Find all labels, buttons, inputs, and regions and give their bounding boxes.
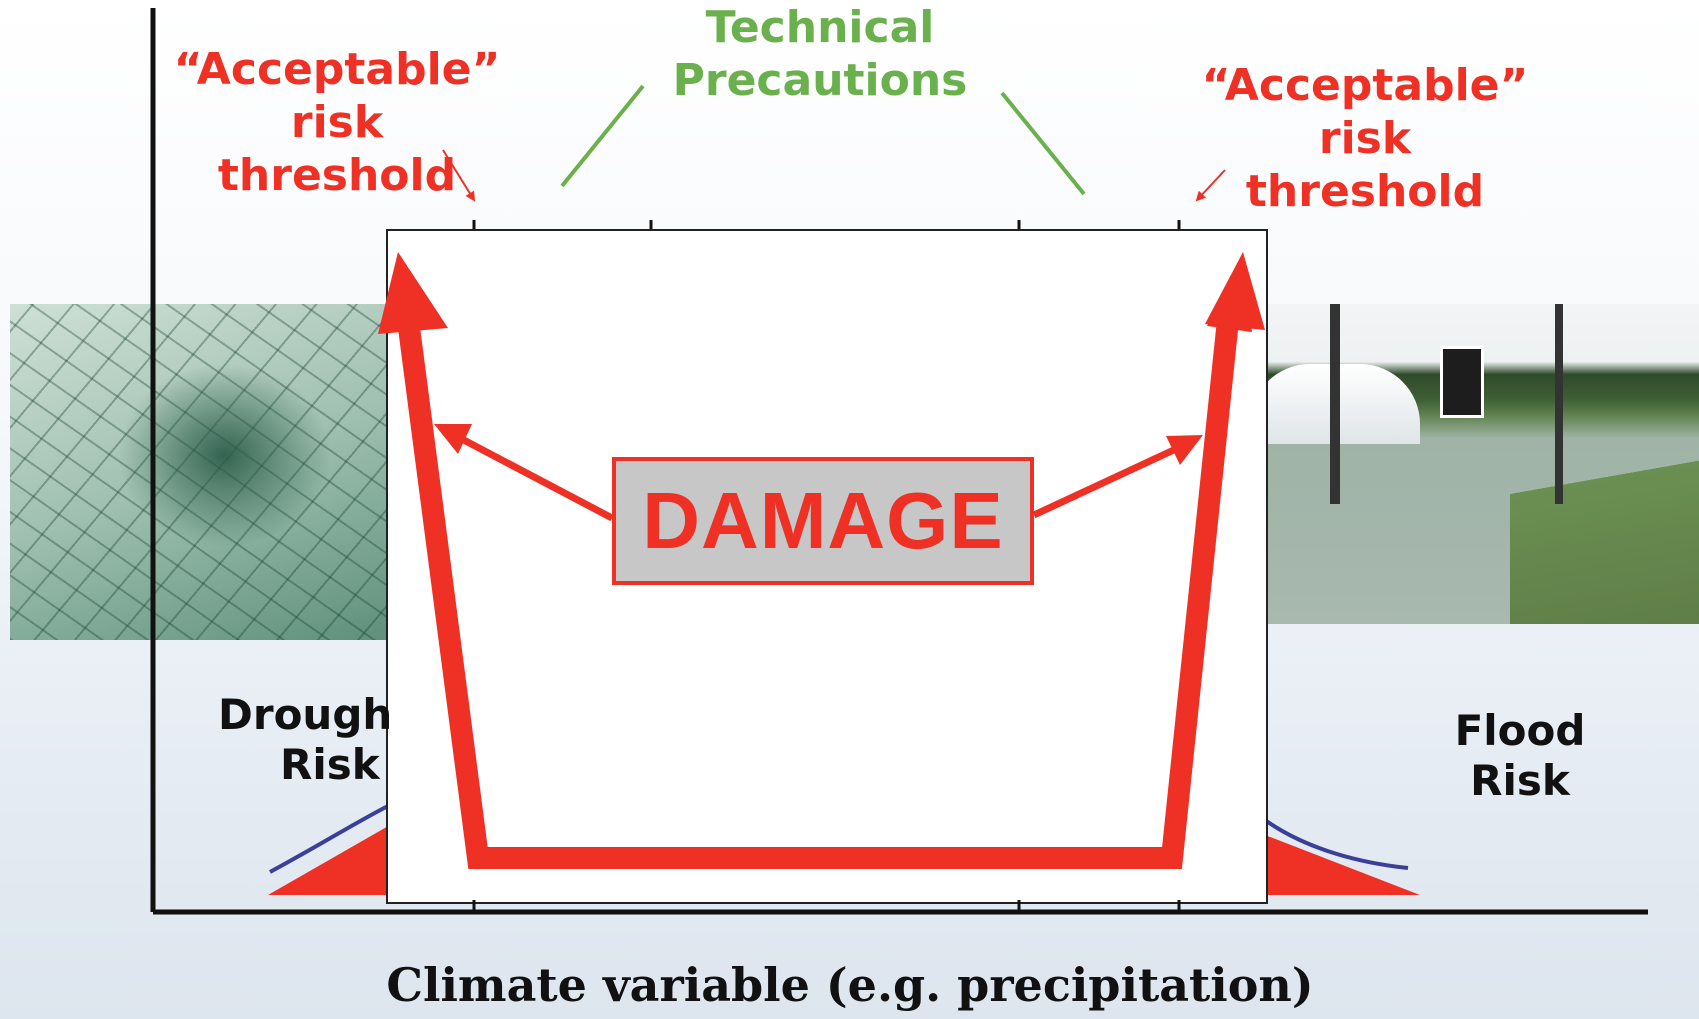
damage-arrowhead-left [378, 252, 448, 334]
damage-pointer-left [458, 434, 614, 522]
left-threshold-line2: risk threshold [217, 96, 457, 201]
flood-risk-area [1265, 835, 1420, 895]
x-axis-label: Climate variable (e.g. precipitation) [386, 958, 1314, 1012]
technical-precaution-line [1000, 91, 1086, 196]
damage-label: DAMAGE [642, 476, 1004, 565]
right-threshold-line1: “Acceptable” [1201, 60, 1529, 111]
distribution-curve [1263, 818, 1409, 870]
damage-label-box: DAMAGE [612, 457, 1034, 585]
technical-precautions-line2: Precautions [672, 54, 968, 106]
drought-photo [10, 304, 400, 640]
flood-photo-pole [1555, 304, 1563, 504]
drought-risk-line1: Drough [218, 690, 393, 739]
damage-curve [397, 318, 1239, 869]
flood-photo [1250, 304, 1699, 624]
technical-precautions-line1: Technical [705, 2, 935, 53]
left-threshold-line1: “Acceptable” [173, 44, 501, 95]
flood-photo-pole [1330, 304, 1340, 504]
flood-photo-grass [1510, 424, 1699, 624]
flood-risk-line1: Flood [1454, 706, 1586, 755]
drought-risk-label: Drough Risk [218, 690, 428, 791]
flood-risk-line2: Risk [1470, 756, 1570, 806]
damage-pointer-right-head [1166, 435, 1203, 465]
right-threshold-label: “Acceptable” risk threshold [1200, 60, 1530, 218]
drought-risk-line2: Risk [280, 740, 380, 790]
drought-risk-area [268, 825, 390, 895]
damage-pointer-left-head [434, 424, 472, 454]
left-threshold-label: “Acceptable” risk threshold [172, 44, 502, 202]
damage-arrowhead-right [1205, 252, 1265, 330]
flood-photo-sign [1440, 346, 1484, 418]
right-threshold-line2: risk threshold [1245, 112, 1485, 217]
distribution-curve [269, 803, 391, 874]
technical-precaution-line [560, 84, 645, 188]
threshold-pointer-right [1195, 169, 1226, 202]
technical-precautions-label: Technical Precautions [650, 2, 990, 108]
threshold-pointer-left [442, 149, 476, 202]
flood-risk-label: Flood Risk [1420, 706, 1620, 807]
damage-pointer-right [1032, 444, 1180, 519]
